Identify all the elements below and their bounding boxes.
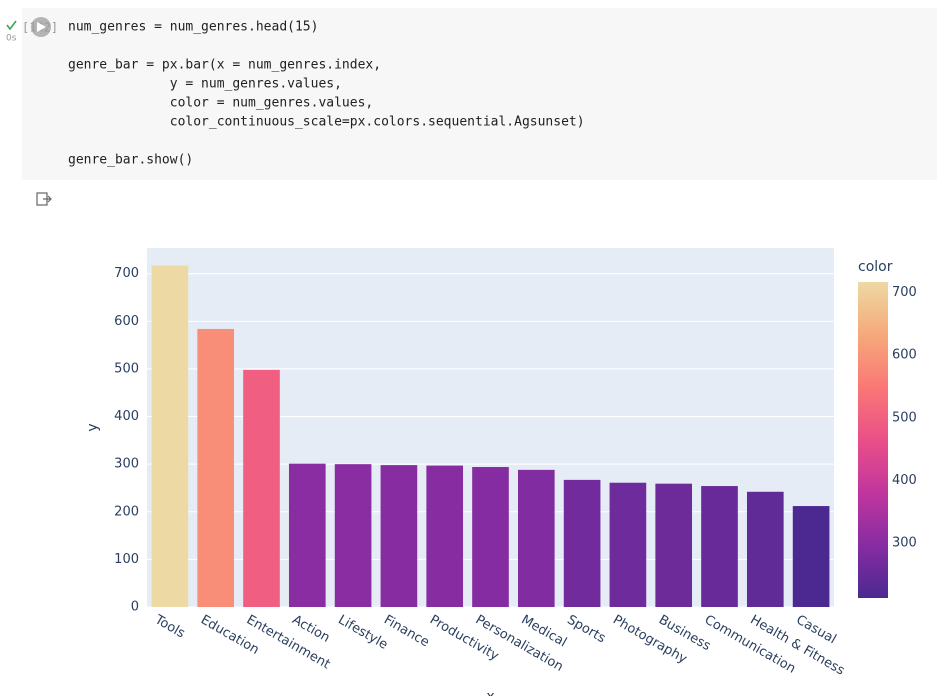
run-icon[interactable]	[37, 22, 46, 32]
bar	[746, 491, 784, 607]
exec-time: 0s	[6, 34, 17, 44]
colorbar-tick-label: 600	[892, 348, 917, 363]
y-tick-label: 500	[114, 361, 139, 376]
bar	[701, 486, 738, 607]
code-cell	[22, 8, 937, 180]
output-icon	[36, 192, 52, 206]
bar	[792, 506, 830, 607]
y-tick-label: 100	[114, 552, 139, 567]
code-line: y = num_genres.values,	[68, 77, 342, 92]
colorbar-title: color	[858, 259, 893, 275]
y-tick-label: 600	[114, 314, 139, 329]
colorbar-tick-label: 300	[892, 535, 917, 550]
bar	[288, 463, 326, 607]
bar	[197, 328, 235, 607]
colorbar	[858, 282, 888, 598]
y-tick-label: 400	[114, 409, 139, 424]
bar	[517, 469, 555, 607]
y-tick-label: 200	[114, 504, 139, 519]
bar	[334, 464, 372, 607]
code-line: num_genres = num_genres.head(15)	[68, 20, 318, 35]
code-line: genre_bar = px.bar(x = num_genres.index,	[68, 58, 381, 73]
colorbar-tick-label: 500	[892, 410, 917, 425]
x-tick-label: Lifestyle	[335, 613, 390, 653]
y-tick-label: 300	[114, 457, 139, 472]
x-tick-label: Tools	[151, 612, 187, 642]
colorbar-tick-label: 700	[892, 285, 917, 300]
y-tick-label: 0	[131, 600, 139, 615]
y-axis-title: y	[85, 423, 101, 431]
bar	[426, 465, 464, 607]
success-icon	[6, 20, 17, 31]
x-tick-label: Sports	[564, 613, 608, 647]
x-axis-title: x	[486, 689, 494, 696]
bar	[563, 479, 601, 607]
x-tick-label: Finance	[381, 613, 432, 651]
colorbar-tick-label: 400	[892, 473, 917, 488]
bar	[655, 483, 693, 607]
bar	[243, 369, 280, 607]
bar	[472, 467, 509, 607]
y-tick-label: 700	[114, 266, 139, 281]
bar	[151, 265, 189, 607]
code-line: color_continuous_scale=px.colors.sequent…	[68, 115, 585, 130]
bar	[609, 482, 647, 607]
bar	[380, 465, 418, 607]
code-line: genre_bar.show()	[68, 153, 193, 168]
code-line: color = num_genres.values,	[68, 96, 373, 111]
